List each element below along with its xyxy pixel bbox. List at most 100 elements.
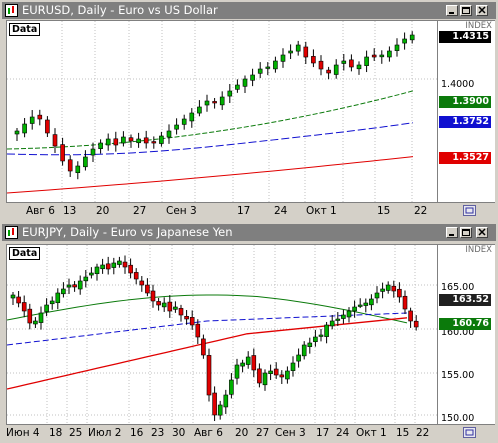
close-button[interactable] <box>476 227 488 238</box>
candle <box>204 94 210 112</box>
last-price-tag: 1.4315 <box>439 31 491 43</box>
candle <box>273 362 279 379</box>
candle <box>379 50 385 64</box>
candle <box>364 50 369 73</box>
candle <box>122 255 128 274</box>
candle <box>217 400 223 420</box>
eurjpy-plot[interactable]: Data <box>6 244 438 425</box>
settings-corner-icon <box>465 429 474 436</box>
candle <box>72 281 77 292</box>
candle <box>307 337 313 354</box>
settings-corner-button[interactable] <box>463 205 476 216</box>
eurusd-titlebar[interactable]: EURUSD, Daily - Euro vs US Dollar <box>2 2 496 19</box>
settings-corner-button[interactable] <box>463 427 476 438</box>
candle <box>16 291 21 308</box>
maximize-icon <box>462 7 470 14</box>
close-icon <box>478 6 486 14</box>
minimize-icon <box>449 12 454 14</box>
candle <box>273 56 278 73</box>
candle <box>212 386 217 422</box>
candle <box>313 330 318 347</box>
x-label: 27 <box>256 427 270 439</box>
x-label: 30 <box>172 427 186 439</box>
candle <box>121 131 126 147</box>
x-label: 25 <box>69 427 83 439</box>
candle <box>27 303 33 330</box>
candle <box>279 370 285 384</box>
x-label: 22 <box>414 205 428 217</box>
x-label: 23 <box>151 427 165 439</box>
ma-green-tag: 160.76 <box>439 318 491 330</box>
candle <box>402 32 407 50</box>
maximize-button[interactable] <box>460 5 472 16</box>
ma-blue-tag: 1.3752 <box>439 116 491 128</box>
candle <box>413 315 419 331</box>
maximize-button[interactable] <box>460 227 472 238</box>
minimize-button[interactable] <box>446 227 458 238</box>
ma-red-tag: 1.3527 <box>439 152 491 164</box>
eurusd-plot[interactable]: Data <box>6 20 438 203</box>
candle <box>113 131 119 152</box>
x-label: Сен 3 <box>275 427 306 439</box>
candle <box>212 97 217 109</box>
price-label-165: 165.00 <box>441 282 475 293</box>
candle <box>268 364 273 381</box>
candle <box>128 258 133 279</box>
x-label: Окт 1 <box>306 205 337 217</box>
candle <box>166 124 172 144</box>
candle <box>295 40 301 56</box>
x-label: Июл 2 <box>88 427 122 439</box>
candle <box>285 366 290 384</box>
x-label: Окт 1 <box>356 427 387 439</box>
candle <box>356 61 362 75</box>
candle <box>311 49 316 68</box>
candle <box>45 116 50 138</box>
eurjpy-titlebar[interactable]: EURJPY, Daily - Euro vs Japanese Yen <box>2 224 496 241</box>
candle <box>10 292 16 305</box>
maximize-icon <box>462 229 470 236</box>
candle <box>94 263 100 281</box>
candle <box>61 282 66 298</box>
candle <box>385 281 391 294</box>
eurusd-candles <box>7 21 437 202</box>
candle <box>296 348 301 368</box>
minimize-button[interactable] <box>446 5 458 16</box>
candle <box>352 300 357 318</box>
candle <box>288 44 293 60</box>
candle <box>234 358 240 385</box>
candle <box>52 128 58 153</box>
candle <box>77 275 83 295</box>
candle <box>374 286 380 304</box>
candle <box>21 295 27 318</box>
candle <box>105 133 111 151</box>
close-button[interactable] <box>476 5 488 16</box>
candle <box>265 62 271 76</box>
candle <box>37 109 43 126</box>
candle <box>67 155 73 177</box>
candle <box>357 298 363 309</box>
candle <box>349 54 354 72</box>
x-label: 20 <box>235 427 249 439</box>
candle <box>346 307 352 323</box>
candle <box>22 118 27 138</box>
close-icon <box>478 228 486 236</box>
candle <box>49 296 55 310</box>
candle <box>75 161 81 180</box>
candle <box>201 334 206 359</box>
x-label: 16 <box>130 427 144 439</box>
candle <box>408 307 413 328</box>
candle <box>409 31 415 44</box>
candle <box>161 297 167 312</box>
x-label: 17 <box>316 427 330 439</box>
candle <box>329 315 335 330</box>
candle <box>139 276 145 292</box>
candle <box>117 256 122 268</box>
candle <box>174 118 179 135</box>
ma-blue-line <box>7 312 408 346</box>
candle <box>245 351 251 369</box>
candle <box>66 278 72 295</box>
ma-green-line <box>7 294 408 324</box>
candle <box>301 341 307 360</box>
ma-blue-line <box>7 122 414 156</box>
candle <box>128 134 134 148</box>
